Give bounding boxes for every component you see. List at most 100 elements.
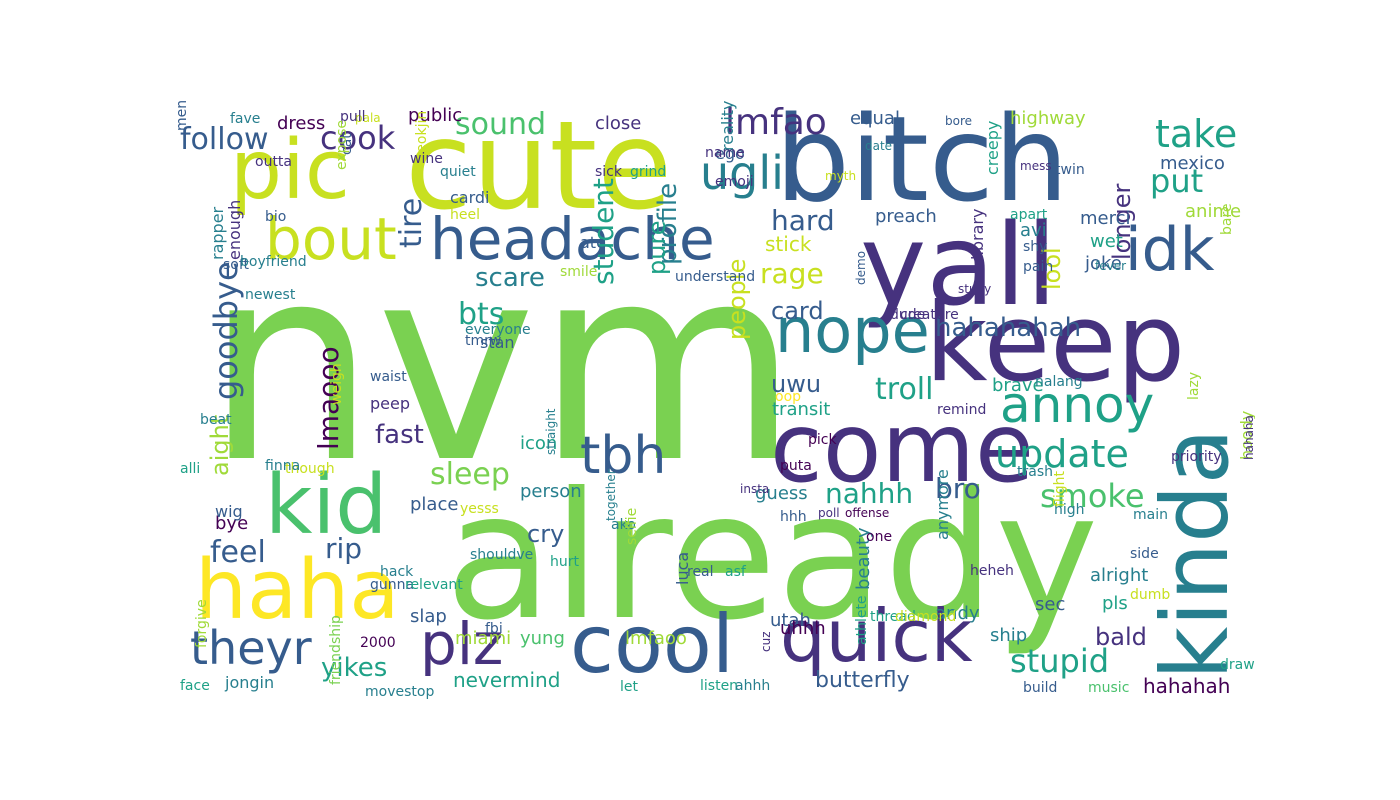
word-smile: smile bbox=[560, 264, 598, 280]
word-goodbye: goodbye bbox=[207, 261, 245, 400]
word-slap: slap bbox=[410, 606, 447, 627]
word-kid: kid bbox=[265, 458, 388, 553]
word-preach: preach bbox=[875, 206, 937, 227]
word-music: music bbox=[1088, 680, 1130, 696]
word-haha: haha bbox=[195, 543, 400, 638]
word-myth: myth bbox=[825, 169, 857, 183]
word-tire: tire bbox=[394, 197, 429, 248]
word-friendship: friendship bbox=[328, 615, 344, 685]
word-troll: troll bbox=[875, 372, 934, 407]
word-butterfly: butterfly bbox=[815, 668, 910, 693]
word-draw: draw bbox=[1220, 657, 1255, 673]
word-stan: stan bbox=[480, 333, 515, 352]
word-thread: thread bbox=[870, 609, 916, 625]
word-bout: bout bbox=[265, 205, 397, 273]
word-main: main bbox=[1133, 507, 1168, 523]
word-joke: joke bbox=[1085, 253, 1122, 274]
word-cook: cook bbox=[320, 119, 396, 157]
word-hahahah: hahahah bbox=[1143, 674, 1231, 698]
word-beat: beat bbox=[200, 412, 232, 428]
word-enough: enough bbox=[225, 199, 244, 260]
word-cool: cool bbox=[570, 598, 735, 691]
word-remind: remind bbox=[937, 402, 987, 418]
word-wet: wet bbox=[1090, 231, 1123, 252]
word-fave: fave bbox=[230, 111, 261, 127]
word-understand: understand bbox=[675, 269, 756, 285]
word-pull: pull bbox=[340, 109, 366, 125]
word-side: side bbox=[1130, 546, 1159, 562]
word-dumb: dumb bbox=[1130, 587, 1171, 603]
word-emoji: emoji bbox=[715, 174, 754, 190]
word-wine: wine bbox=[410, 151, 443, 167]
word-cardi: cardi bbox=[450, 188, 490, 207]
word-asf: asf bbox=[725, 564, 746, 580]
word-annoy: annoy bbox=[1000, 376, 1155, 434]
word-avi: avi bbox=[1020, 220, 1047, 241]
word-relevant: relevant bbox=[405, 577, 463, 593]
word-hahahahah: hahahahah bbox=[935, 313, 1082, 343]
word-ship: ship bbox=[990, 625, 1028, 646]
word-dress: dress bbox=[277, 113, 326, 134]
word-hack: hack bbox=[380, 564, 414, 580]
word-newest: newest bbox=[245, 287, 296, 303]
word-oop: oop bbox=[775, 389, 802, 405]
word-bts: bts bbox=[458, 297, 505, 332]
word-nahhh: nahhh bbox=[825, 477, 914, 510]
word-public: public bbox=[408, 105, 463, 126]
word-quick: quick bbox=[780, 594, 973, 678]
word-put: put bbox=[1150, 162, 1204, 200]
word-ako: ako bbox=[611, 517, 636, 533]
word-lmfao: lmfao bbox=[725, 102, 827, 143]
word-pick: pick bbox=[808, 432, 837, 448]
word-boyfriend: boyfriend bbox=[240, 254, 307, 270]
word-sick: sick bbox=[595, 164, 622, 180]
word-cuz: cuz bbox=[759, 631, 773, 652]
word-take: take bbox=[1155, 112, 1238, 156]
word-fbi: fbi bbox=[485, 621, 503, 637]
word-card: card bbox=[771, 297, 824, 325]
word-rapper: rapper bbox=[208, 206, 227, 260]
word-bye: bye bbox=[215, 513, 249, 534]
word-athlete: athlete bbox=[854, 595, 870, 645]
word-yikes: yikes bbox=[321, 653, 388, 683]
word-grind: grind bbox=[630, 164, 667, 180]
word-fever: fever bbox=[1095, 259, 1127, 273]
word-idk: idk bbox=[1125, 215, 1215, 285]
word-pure: pure bbox=[643, 220, 671, 275]
word-poll: poll bbox=[818, 506, 840, 520]
word-cloud: nvm already cute bitch yall keep kinda come cool… bbox=[175, 100, 1255, 700]
word-heel: heel bbox=[450, 207, 480, 223]
word-creepy: creepy bbox=[983, 120, 1002, 175]
word-high: high bbox=[1054, 502, 1085, 518]
word-merci: merci bbox=[1080, 208, 1131, 229]
word-reality: reality bbox=[718, 100, 737, 151]
word-everyone: everyone bbox=[465, 322, 531, 338]
word-nope: nope bbox=[775, 294, 930, 367]
word-dude: dude bbox=[890, 307, 926, 323]
word-together: together bbox=[604, 469, 618, 521]
word-pic: pic bbox=[230, 123, 350, 218]
word-equal: equal bbox=[850, 108, 900, 129]
word-study: study bbox=[958, 282, 992, 296]
word-hahaha: hahaha bbox=[1242, 415, 1255, 460]
word-keep: keep bbox=[925, 281, 1186, 406]
word-ego: ego bbox=[715, 144, 745, 163]
word-expose: expose bbox=[334, 119, 350, 170]
word-real: real bbox=[687, 564, 714, 580]
word-insta: insta bbox=[740, 482, 770, 496]
word-transit: transit bbox=[772, 399, 831, 420]
word-bore: bore bbox=[945, 114, 973, 128]
word-ahhh: ahhh bbox=[735, 678, 771, 694]
word-miami: miami bbox=[455, 628, 512, 649]
word-uhhh: uhhh bbox=[780, 618, 826, 639]
word-sec: sec bbox=[1035, 594, 1066, 615]
word-twin: twin bbox=[1055, 162, 1085, 178]
word-person: person bbox=[520, 481, 582, 502]
word-update: update bbox=[995, 432, 1129, 476]
word-lmfaoo: lmfaoo bbox=[625, 628, 687, 649]
word-though: though bbox=[285, 461, 335, 477]
word-sleep: sleep bbox=[430, 457, 510, 492]
word-name: name bbox=[705, 145, 745, 161]
word-puta: puta bbox=[780, 458, 812, 474]
word-hurt: hurt bbox=[550, 554, 579, 570]
